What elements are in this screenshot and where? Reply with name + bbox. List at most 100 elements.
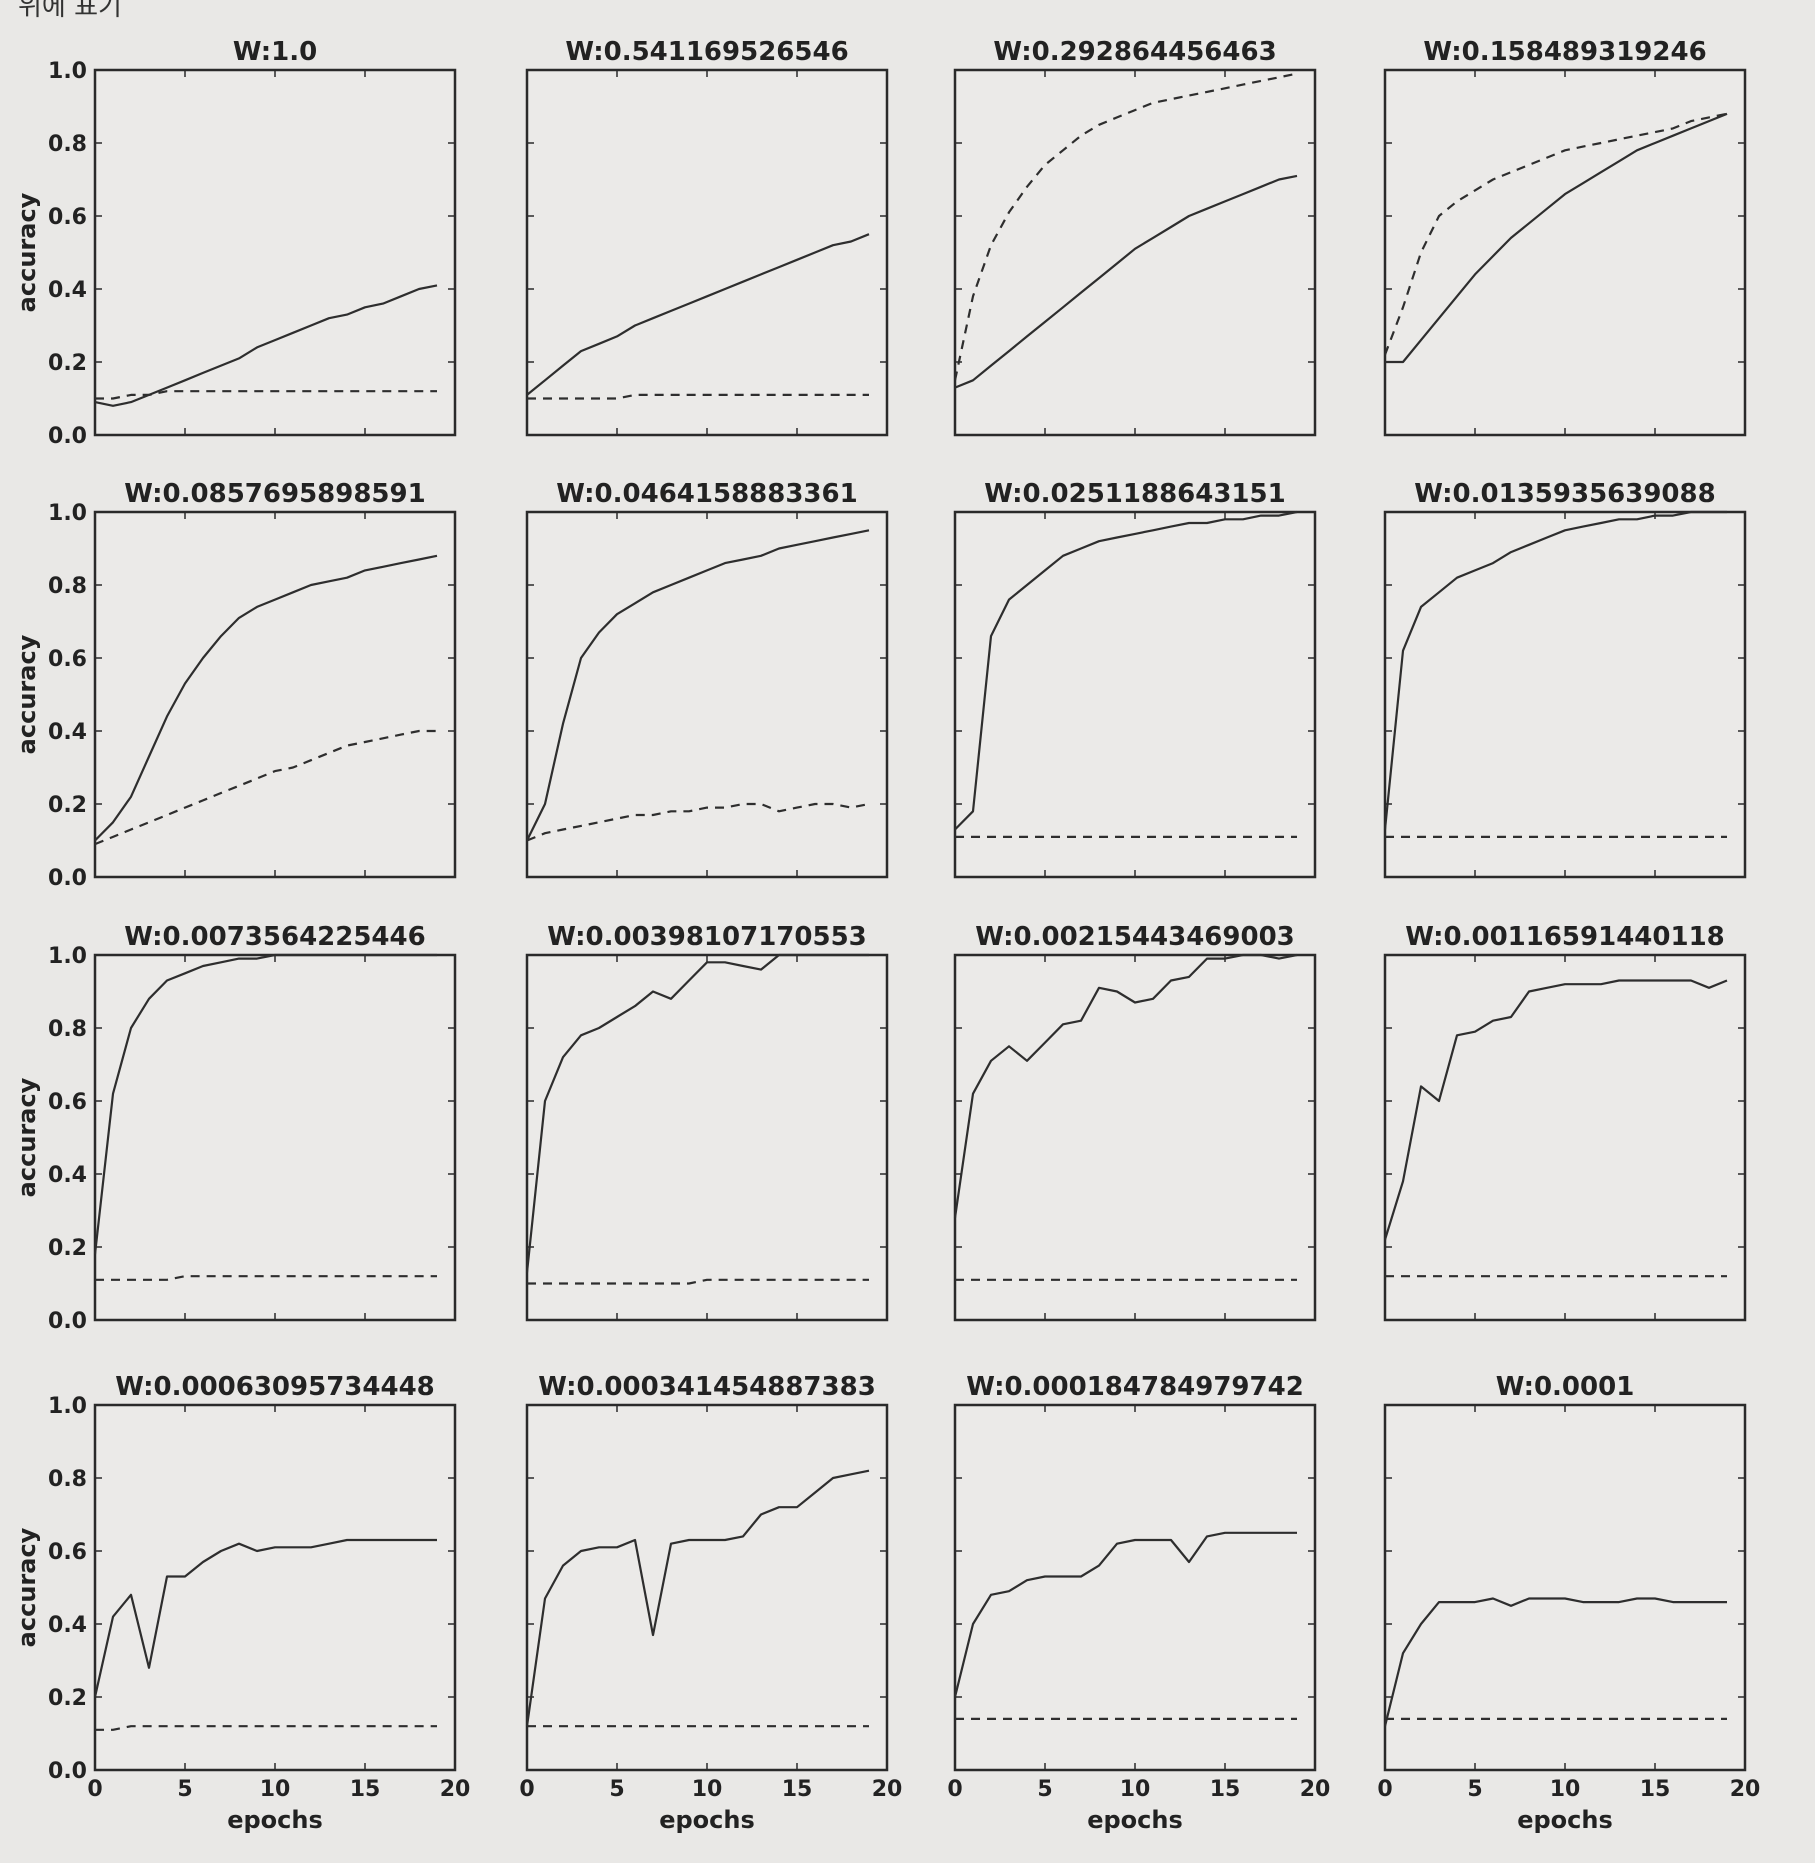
series-line-solid [954, 510, 1298, 831]
plot-frame [953, 510, 1317, 879]
series-line-solid [525, 1469, 870, 1727]
series-line-solid [1383, 510, 1727, 830]
y-tick-label: 0.6 [48, 205, 87, 230]
series-line-dashed [1383, 112, 1728, 356]
plot-frame [1383, 68, 1747, 437]
y-tick-label: 1.0 [48, 59, 87, 84]
plot-frame [93, 1403, 457, 1772]
series-line-solid [94, 554, 438, 842]
series-line-dashed [527, 393, 869, 400]
y-tick-label: 0.2 [48, 1686, 87, 1711]
plot-frame [93, 510, 457, 879]
subplot-16: W:0.0001 0 5 10 15 20 epochs [1377, 1372, 1760, 1834]
subplot-10: W:0.00398107170553 [525, 922, 889, 1322]
x-tick-label: 0 [947, 1777, 962, 1802]
plot-frame [1383, 1403, 1747, 1772]
plot-frame [953, 953, 1317, 1322]
subplot-4: W:0.158489319246 [1383, 37, 1747, 437]
plot-frame [525, 953, 889, 1322]
y-tick-label: 0.0 [48, 424, 87, 449]
x-tick-label: 10 [1120, 1777, 1151, 1802]
subplot-title: W:0.541169526546 [565, 37, 848, 67]
series-line-solid [954, 174, 1298, 389]
y-tick-label: 1.0 [48, 501, 87, 526]
subplot-title: W:0.0251188643151 [984, 479, 1285, 509]
y-tick-label: 0.2 [48, 351, 87, 376]
y-tick-label: 0.6 [48, 647, 87, 672]
subplot-title: W:0.00063095734448 [115, 1372, 435, 1402]
x-tick-label: 0 [1377, 1777, 1392, 1802]
x-axis-label: epochs [659, 1806, 755, 1834]
subplot-14: W:0.000341454887383 0 5 10 15 20 epochs [519, 1372, 902, 1834]
plot-frame [93, 953, 457, 1322]
subplot-2: W:0.541169526546 [525, 37, 889, 437]
plot-frame [525, 1403, 889, 1772]
plot-frame [1383, 953, 1747, 1322]
subplot-9: W:0.0073564225446 0.0 0.2 0.4 0.6 0.8 1.0 accur… [13, 922, 457, 1334]
series-line-dashed [953, 72, 1298, 381]
subplot-1: W:1.0 0.0 0.2 0.4 0.6 0.8 1.0 accuracy [13, 37, 457, 449]
subplot-title: W:0.0857695898591 [124, 479, 425, 509]
subplot-title: W:1.0 [233, 37, 317, 67]
plot-frame [1383, 510, 1747, 879]
x-tick-label: 15 [782, 1777, 813, 1802]
x-axis-label: epochs [1517, 1806, 1613, 1834]
plot-frame [953, 68, 1317, 437]
series-line-solid [93, 953, 437, 1255]
x-tick-label: 20 [872, 1777, 903, 1802]
subplot-title: W:0.292864456463 [993, 37, 1276, 67]
y-tick-label: 0.4 [48, 1163, 87, 1188]
plot-frame [953, 1403, 1317, 1772]
x-tick-label: 5 [177, 1777, 192, 1802]
x-tick-label: 20 [440, 1777, 471, 1802]
series-line-solid [525, 953, 869, 1273]
series-line-dashed [526, 802, 870, 842]
y-tick-label: 0.0 [48, 1309, 87, 1334]
x-tick-label: 15 [350, 1777, 381, 1802]
y-tick-label: 0.2 [48, 1236, 87, 1261]
x-tick-label: 15 [1210, 1777, 1241, 1802]
y-tick-label: 0.2 [48, 793, 87, 818]
subplot-15: W:0.000184784979742 0 5 10 15 20 epochs [947, 1372, 1330, 1834]
y-axis-label: accuracy [13, 1527, 41, 1647]
subplot-13: W:0.00063095734448 0.0 0.2 0.4 0.6 0.8 1.0 0 5 10… [13, 1372, 470, 1834]
subplot-8: W:0.0135935639088 [1383, 479, 1747, 879]
plot-frame [93, 68, 457, 437]
x-tick-label: 10 [1550, 1777, 1581, 1802]
x-tick-label: 0 [519, 1777, 534, 1802]
series-line-dashed [527, 1278, 869, 1285]
series-line-solid [953, 1531, 1297, 1698]
subplot-title: W:0.158489319246 [1423, 37, 1706, 67]
subplot-3: W:0.292864456463 [953, 37, 1317, 437]
series-line-solid [1383, 979, 1728, 1241]
series-line-solid [953, 953, 1298, 1218]
series-line-dashed [94, 729, 437, 846]
x-tick-label: 10 [260, 1777, 291, 1802]
x-tick-label: 15 [1640, 1777, 1671, 1802]
y-tick-label: 0.8 [48, 1017, 87, 1042]
x-axis-label: epochs [1087, 1806, 1183, 1834]
y-axis-label: accuracy [13, 634, 41, 754]
x-axis-label: epochs [227, 1806, 323, 1834]
page-caption-fragment: 위에 표기 [18, 0, 122, 22]
y-tick-label: 0.0 [48, 1759, 87, 1784]
plot-frame [525, 68, 889, 437]
subplot-title: W:0.000341454887383 [538, 1372, 876, 1402]
x-tick-label: 10 [692, 1777, 723, 1802]
subplot-11: W:0.00215443469003 [953, 922, 1317, 1322]
y-tick-label: 1.0 [48, 1394, 87, 1419]
y-tick-label: 0.8 [48, 574, 87, 599]
series-line-solid [93, 1538, 437, 1698]
subplot-title: W:0.0135935639088 [1414, 479, 1715, 509]
x-tick-label: 20 [1730, 1777, 1761, 1802]
x-tick-label: 0 [87, 1777, 102, 1802]
x-tick-label: 5 [609, 1777, 624, 1802]
y-tick-label: 0.8 [48, 132, 87, 157]
x-tick-label: 20 [1300, 1777, 1331, 1802]
subplot-6: W:0.0464158883361 [525, 479, 889, 879]
y-tick-label: 0.4 [48, 720, 87, 745]
y-tick-label: 0.4 [48, 1613, 87, 1638]
series-line-solid [526, 233, 870, 396]
y-tick-label: 0.0 [48, 866, 87, 891]
y-tick-label: 0.6 [48, 1090, 87, 1115]
